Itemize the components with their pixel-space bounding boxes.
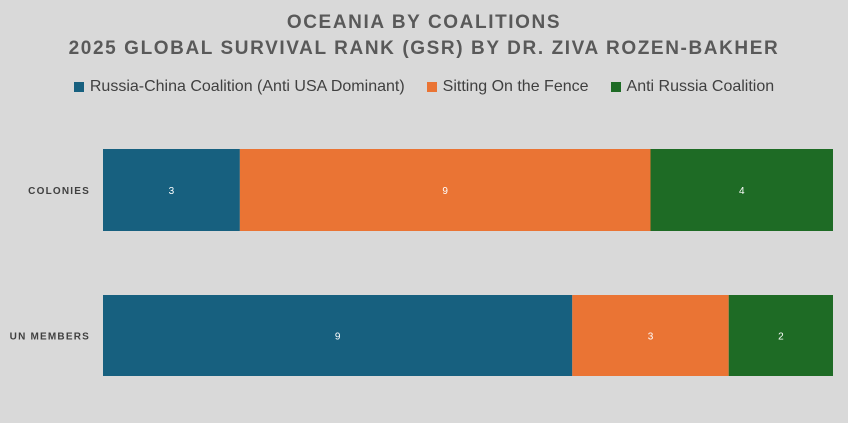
- legend: Russia-China Coalition (Anti USA Dominan…: [0, 78, 848, 96]
- bar-segment-colonies-series-1: [239, 149, 651, 231]
- bar-segment-colonies-series-0: [103, 149, 240, 231]
- legend-item-anti-russia: Anti Russia Coalition: [610, 78, 775, 96]
- data-label-colonies-series-2: 4: [739, 186, 745, 197]
- chart-subtitle: 2025 GLOBAL SURVIVAL RANK (GSR) BY DR. Z…: [68, 38, 780, 59]
- legend-swatch-russia-china: [73, 82, 84, 92]
- category-label-colonies: COLONIES: [28, 186, 90, 197]
- bar-segment-un-members-series-1: [572, 295, 729, 376]
- data-label-un-members-series-1: 3: [648, 332, 654, 343]
- bar-segment-un-members-series-0: [103, 295, 573, 376]
- data-label-un-members-series-2: 2: [778, 332, 784, 343]
- legend-item-russia-china: Russia-China Coalition (Anti USA Dominan…: [73, 78, 405, 96]
- chart-title: OCEANIA BY COALITIONS: [286, 12, 562, 33]
- data-label-colonies-series-1: 9: [442, 186, 448, 197]
- legend-label-anti-russia: Anti Russia Coalition: [626, 78, 775, 95]
- bar-segment-colonies-series-2: [650, 149, 833, 231]
- legend-item-sitting-on-fence: Sitting On the Fence: [426, 78, 589, 96]
- data-label-un-members-series-0: 9: [335, 332, 341, 343]
- legend-swatch-sitting-on-fence: [426, 82, 437, 92]
- category-label-un-members: UN MEMBERS: [10, 332, 90, 343]
- legend-swatch-anti-russia: [610, 82, 621, 92]
- data-label-colonies-series-0: 3: [169, 186, 175, 197]
- legend-label-sitting-on-fence: Sitting On the Fence: [442, 78, 589, 95]
- legend-label-russia-china: Russia-China Coalition (Anti USA Dominan…: [89, 78, 405, 95]
- bar-segment-un-members-series-2: [728, 295, 833, 376]
